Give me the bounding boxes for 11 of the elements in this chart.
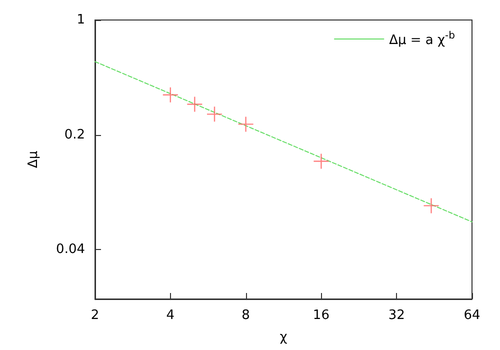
y-axis-title: Δμ	[26, 150, 41, 168]
x-tick-label: 8	[242, 308, 250, 323]
y-tick-label: 1	[76, 12, 85, 28]
x-tick-label: 64	[464, 308, 480, 323]
x-tick-label: 32	[388, 308, 405, 323]
y-tick-label: 0.04	[56, 242, 85, 258]
x-tick-label: 16	[312, 308, 330, 323]
x-tick-label: 2	[90, 308, 100, 323]
x-tick-label: 4	[166, 308, 175, 323]
x-axis-title: χ	[280, 330, 288, 345]
y-tick-label: 0.2	[64, 127, 85, 142]
